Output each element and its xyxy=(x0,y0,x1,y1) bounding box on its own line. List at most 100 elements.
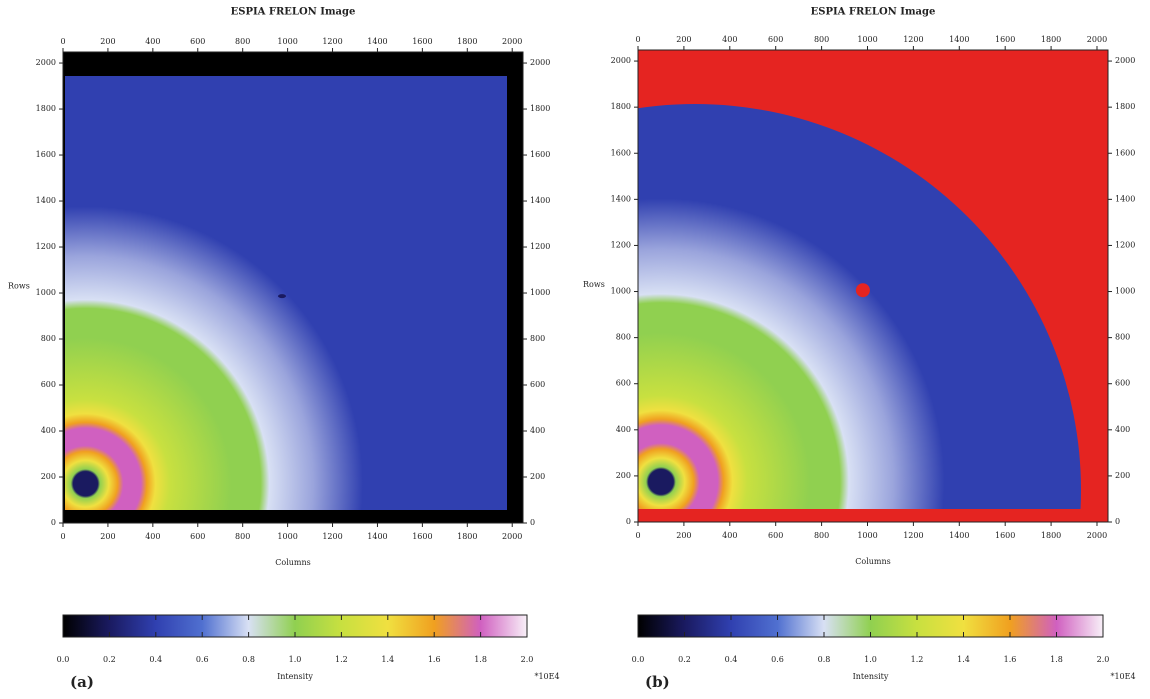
x-tick-label: 1800 xyxy=(457,37,477,46)
y-tick-label: 400 xyxy=(1115,425,1130,434)
colorbar-tick-label: 0.6 xyxy=(771,655,784,664)
x-tick-label: 200 xyxy=(100,532,115,541)
y-tick-label: 1800 xyxy=(530,104,550,113)
masked-spot xyxy=(855,283,870,298)
colorbar-tick-label: 0.0 xyxy=(632,655,645,664)
x-tick-label: 400 xyxy=(145,532,160,541)
x-tick-label: 1400 xyxy=(949,531,969,540)
y-tick-label: 200 xyxy=(616,471,631,480)
image-pixels xyxy=(65,76,507,510)
x-tick-label: 1000 xyxy=(857,35,877,44)
y-tick-label: 600 xyxy=(616,379,631,388)
x-tick-label: 1800 xyxy=(1041,531,1061,540)
x-tick-label: 0 xyxy=(635,35,640,44)
x-tick-label: 600 xyxy=(768,35,783,44)
y-tick-label: 1000 xyxy=(611,287,631,296)
x-tick-label: 1200 xyxy=(903,531,923,540)
y-tick-label: 200 xyxy=(530,472,545,481)
colorbar-label: Intensity xyxy=(277,672,313,681)
colorbar-tick-label: 1.6 xyxy=(428,655,441,664)
colorbar-tick-label: 0.8 xyxy=(818,655,831,664)
colorbar-tick-label: 1.0 xyxy=(864,655,877,664)
x-tick-label: 1200 xyxy=(903,35,923,44)
y-tick-label: 0 xyxy=(1115,517,1120,526)
colorbar-tick-label: 1.2 xyxy=(335,655,348,664)
plot-frame xyxy=(62,51,524,524)
y-tick-label: 400 xyxy=(41,426,56,435)
x-tick-label: 400 xyxy=(145,37,160,46)
x-tick-label: 800 xyxy=(235,532,250,541)
x-tick-label: 0 xyxy=(635,531,640,540)
x-tick-label: 1200 xyxy=(322,532,342,541)
x-tick-label: 0 xyxy=(60,37,65,46)
y-tick-label: 1200 xyxy=(1115,240,1135,249)
y-tick-label: 1600 xyxy=(36,150,56,159)
colorbar-tick-label: 0.4 xyxy=(725,655,738,664)
y-tick-label: 1400 xyxy=(530,196,550,205)
plot-frame xyxy=(637,49,1109,523)
x-tick-label: 1200 xyxy=(322,37,342,46)
y-axis-label: Rows xyxy=(8,282,30,291)
x-tick-label: 2000 xyxy=(502,532,522,541)
colorbar-tick-label: 2.0 xyxy=(1097,655,1110,664)
y-tick-label: 200 xyxy=(1115,471,1130,480)
y-tick-label: 1600 xyxy=(1115,148,1135,157)
y-tick-label: 1800 xyxy=(611,102,631,111)
y-tick-label: 0 xyxy=(626,517,631,526)
x-tick-label: 600 xyxy=(190,532,205,541)
colorbar-tick-label: 0.8 xyxy=(242,655,255,664)
y-tick-label: 2000 xyxy=(530,58,550,67)
x-tick-label: 1000 xyxy=(277,37,297,46)
detector-image xyxy=(63,52,523,523)
colorbar-label: Intensity xyxy=(853,672,889,681)
x-tick-label: 400 xyxy=(722,35,737,44)
x-tick-label: 800 xyxy=(235,37,250,46)
colorbar-multiplier: *10E4 xyxy=(534,672,559,681)
y-tick-label: 1400 xyxy=(611,194,631,203)
colorbar-tick-label: 1.4 xyxy=(381,655,394,664)
x-tick-label: 1800 xyxy=(457,532,477,541)
y-tick-label: 600 xyxy=(1115,379,1130,388)
y-tick-label: 1000 xyxy=(36,288,56,297)
x-tick-label: 200 xyxy=(676,531,691,540)
colorbar-tick-label: 0.2 xyxy=(678,655,691,664)
x-tick-label: 1400 xyxy=(367,37,387,46)
x-tick-label: 1000 xyxy=(277,532,297,541)
x-tick-label: 600 xyxy=(190,37,205,46)
y-tick-label: 400 xyxy=(616,425,631,434)
y-tick-label: 800 xyxy=(1115,333,1130,342)
y-tick-label: 1200 xyxy=(530,242,550,251)
x-axis-label: Columns xyxy=(275,558,311,567)
y-tick-label: 800 xyxy=(530,334,545,343)
y-tick-label: 400 xyxy=(530,426,545,435)
x-tick-label: 1600 xyxy=(995,35,1015,44)
x-tick-label: 600 xyxy=(768,531,783,540)
x-tick-label: 1800 xyxy=(1041,35,1061,44)
colorbar-tick-label: 0.6 xyxy=(196,655,209,664)
x-axis-label: Columns xyxy=(855,557,891,566)
x-tick-label: 2000 xyxy=(502,37,522,46)
panel-label: (a) xyxy=(70,673,94,691)
y-tick-label: 800 xyxy=(41,334,56,343)
y-tick-label: 600 xyxy=(41,380,56,389)
y-tick-label: 600 xyxy=(530,380,545,389)
y-tick-label: 1600 xyxy=(611,148,631,157)
x-tick-label: 0 xyxy=(60,532,65,541)
x-tick-label: 1000 xyxy=(857,531,877,540)
y-tick-label: 2000 xyxy=(36,58,56,67)
chart-title: ESPIA FRELON Image xyxy=(231,7,356,18)
x-tick-label: 400 xyxy=(722,531,737,540)
panel-label: (b) xyxy=(645,673,670,691)
y-tick-label: 1400 xyxy=(1115,194,1135,203)
y-tick-label: 1400 xyxy=(36,196,56,205)
y-tick-label: 0 xyxy=(530,518,535,527)
colorbar-tick-label: 0.0 xyxy=(57,655,70,664)
y-tick-label: 1800 xyxy=(36,104,56,113)
colorbar-tick-label: 0.4 xyxy=(149,655,162,664)
y-tick-label: 1200 xyxy=(36,242,56,251)
x-tick-label: 1600 xyxy=(995,531,1015,540)
y-tick-label: 2000 xyxy=(1115,56,1135,65)
colorbar-tick-label: 0.2 xyxy=(103,655,116,664)
colorbar-tick-label: 1.2 xyxy=(911,655,924,664)
